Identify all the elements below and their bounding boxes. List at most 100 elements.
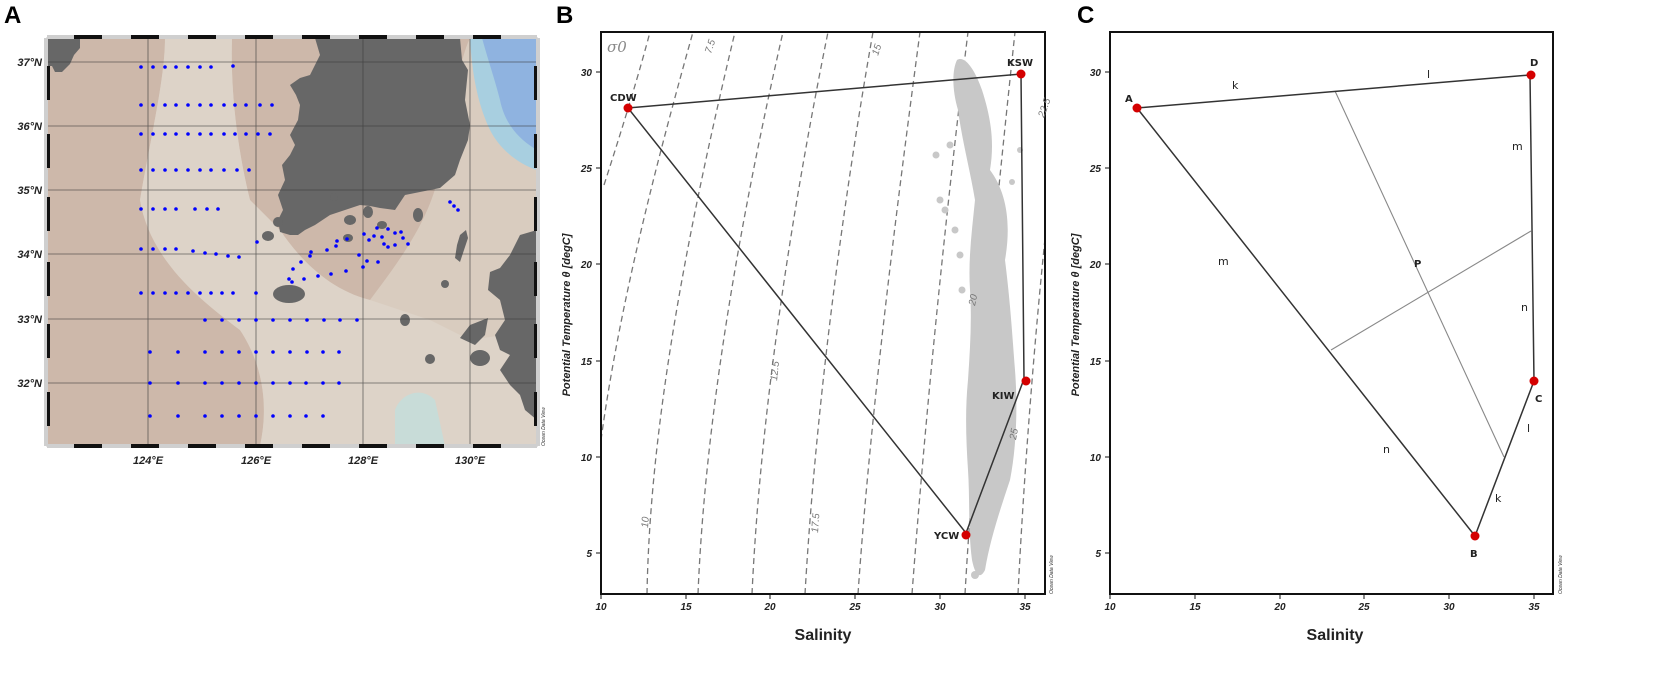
x-tick-20: 20 xyxy=(763,602,776,613)
x-tick-30: 30 xyxy=(934,602,946,613)
lon-tick-128: 128°E xyxy=(348,455,379,467)
y-tick-10: 10 xyxy=(581,453,593,464)
y-tick-20: 20 xyxy=(1089,260,1102,271)
segment-label-cb-k: k xyxy=(1495,492,1502,505)
lat-tick-32: 32°N xyxy=(17,378,43,390)
segment-label-dc-n: n xyxy=(1521,301,1528,314)
x-tick-35: 35 xyxy=(1528,602,1540,613)
x-axis-title-b: Salinity xyxy=(795,627,852,644)
land-korea xyxy=(278,38,470,235)
station-markers xyxy=(139,64,460,418)
isopycnal-label-22.5: 22.5 xyxy=(1036,97,1053,120)
island xyxy=(400,314,410,326)
segment-label-ab-m: m xyxy=(1218,255,1229,268)
endmember-ksw: KSW xyxy=(1007,58,1033,79)
plot-frame-b xyxy=(600,31,1046,595)
axis-ticks-c xyxy=(1105,71,1535,599)
island-jeju xyxy=(273,285,305,303)
x-tick-35: 35 xyxy=(1019,602,1031,613)
svg-text:YCW: YCW xyxy=(933,531,959,542)
vertex-b: B xyxy=(1470,531,1480,560)
isopycnal-label-15: 15 xyxy=(870,43,884,57)
mixing-quadrilateral xyxy=(1136,74,1535,538)
odv-credit-a: Ocean Data View xyxy=(541,407,547,446)
y-tick-5: 5 xyxy=(1095,549,1101,560)
y-tick-15: 15 xyxy=(581,357,593,368)
island xyxy=(330,193,338,201)
x-tick-25: 25 xyxy=(848,602,861,613)
y-tick-30: 30 xyxy=(581,68,593,79)
lat-tick-34: 34°N xyxy=(17,249,43,261)
panel-letter-c: C xyxy=(1077,2,1095,29)
panel-c-mixing-diagram: 10 15 20 25 30 35 5 10 15 20 25 30 Salin… xyxy=(1070,31,1564,644)
endmember-kiw: KIW xyxy=(992,376,1031,402)
plot-frame-c xyxy=(1109,31,1554,595)
x-tick-20: 20 xyxy=(1273,602,1286,613)
isopycnal-label-25: 25 xyxy=(1008,427,1021,441)
isopycnal-label-12.5: 12.5 xyxy=(769,360,782,381)
sigma0-label: σ0 xyxy=(607,38,627,56)
svg-text:KIW: KIW xyxy=(992,391,1015,402)
svg-text:B: B xyxy=(1470,549,1478,560)
segment-label-ad-l: l xyxy=(1427,68,1430,81)
svg-text:KSW: KSW xyxy=(1007,58,1033,69)
odv-credit-c: Ocean Data View xyxy=(1558,555,1564,594)
x-tick-10: 10 xyxy=(595,602,607,613)
graticule xyxy=(47,38,537,446)
x-tick-15: 15 xyxy=(1189,602,1201,613)
island xyxy=(273,217,283,227)
lon-tick-130: 130°E xyxy=(455,455,486,467)
y-tick-15: 15 xyxy=(1090,357,1102,368)
svg-text:A: A xyxy=(1125,94,1133,105)
y-tick-25: 25 xyxy=(580,164,593,175)
southern-basin xyxy=(395,392,445,446)
vertex-d: D xyxy=(1526,58,1538,80)
svg-text:C: C xyxy=(1535,394,1542,405)
svg-text:CDW: CDW xyxy=(610,93,637,104)
lat-tick-37: 37°N xyxy=(17,57,43,69)
lat-tick-33: 33°N xyxy=(17,314,43,326)
segment-label-cb-l: l xyxy=(1527,422,1530,435)
land-shandong xyxy=(47,38,80,72)
helper-line-mn xyxy=(1330,230,1532,351)
y-axis-title-c: Potential Temperature θ [degC] xyxy=(1070,233,1082,396)
island xyxy=(363,206,373,218)
axis-ticks-b xyxy=(596,71,1026,599)
lat-tick-35: 35°N xyxy=(17,185,43,197)
panel-letter-a: A xyxy=(4,2,22,29)
vertex-c: C xyxy=(1529,376,1542,405)
segment-label-ab-n: n xyxy=(1383,443,1390,456)
lon-tick-126: 126°E xyxy=(241,455,272,467)
inner-shelf-region xyxy=(140,38,537,446)
x-tick-15: 15 xyxy=(680,602,692,613)
x-axis-title-c: Salinity xyxy=(1307,627,1364,644)
vertex-a: A xyxy=(1125,94,1142,113)
panel-letter-b: B xyxy=(556,2,574,29)
helper-line-kl-to-bc xyxy=(1334,90,1505,458)
land-kyushu-peninsula xyxy=(460,318,488,345)
map-frame-scalebar xyxy=(44,35,540,448)
interior-point-p-label: P xyxy=(1414,259,1421,270)
isopycnal-label-10: 10 xyxy=(640,516,652,528)
lon-tick-124: 124°E xyxy=(133,455,164,467)
isopycnal-label-20: 20 xyxy=(967,293,980,308)
x-tick-25: 25 xyxy=(1357,602,1370,613)
x-tick-10: 10 xyxy=(1104,602,1116,613)
y-tick-25: 25 xyxy=(1089,164,1102,175)
island xyxy=(441,280,449,288)
segment-label-dc-m: m xyxy=(1512,140,1523,153)
east-sea-deep xyxy=(482,38,537,150)
island xyxy=(377,221,387,229)
y-tick-30: 30 xyxy=(1090,68,1102,79)
island xyxy=(425,354,435,364)
y-tick-20: 20 xyxy=(580,260,593,271)
island xyxy=(470,350,490,366)
endmember-cdw: CDW xyxy=(610,93,637,113)
land-kyushu xyxy=(488,230,537,420)
isopycnal-label-17.5: 17.5 xyxy=(810,513,822,534)
x-tick-30: 30 xyxy=(1443,602,1455,613)
svg-text:D: D xyxy=(1530,58,1538,69)
endmember-ycw: YCW xyxy=(933,530,971,542)
panel-a-map: 37°N 36°N 35°N 34°N 33°N 32°N 124°E 126°… xyxy=(17,35,547,467)
